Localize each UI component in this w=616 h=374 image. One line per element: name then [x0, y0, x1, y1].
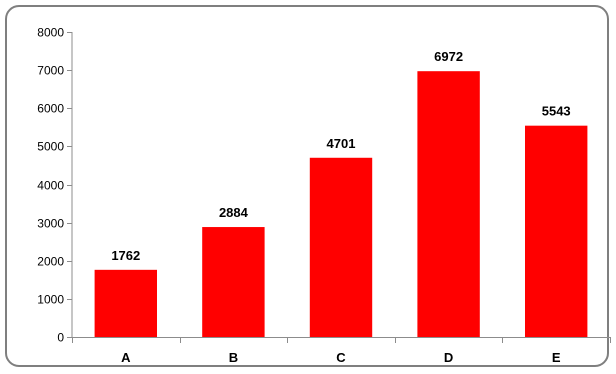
bar-a [94, 269, 158, 337]
data-label-b: 2884 [219, 205, 249, 220]
y-tick-label: 5000 [37, 140, 64, 154]
y-tick-label: 0 [57, 331, 64, 345]
y-tick-label: 4000 [37, 179, 64, 193]
y-axis: 0 1000 2000 3000 4000 5000 6000 7000 8000 [37, 26, 73, 345]
bar-c [309, 157, 373, 337]
x-tick-label: D [444, 350, 453, 365]
data-labels: 1762 2884 4701 6972 5543 [111, 49, 570, 263]
data-label-d: 6972 [434, 49, 463, 64]
bar-d [417, 71, 480, 337]
x-axis: A B C D E [72, 337, 611, 365]
bars [94, 71, 588, 337]
y-tick-label: 3000 [37, 217, 64, 231]
bar-b [202, 227, 265, 337]
y-tick-label: 7000 [37, 64, 64, 78]
y-tick-label: 6000 [37, 102, 64, 116]
data-label-a: 1762 [111, 248, 140, 263]
y-tick-label: 1000 [37, 293, 64, 307]
bar-e [524, 125, 588, 337]
x-tick-label: B [229, 350, 238, 365]
data-label-c: 4701 [327, 136, 356, 151]
x-tick-label: E [552, 350, 561, 365]
x-tick-label: A [121, 350, 131, 365]
x-tick-label: C [336, 350, 346, 365]
y-tick-label: 8000 [37, 26, 64, 40]
y-tick-label: 2000 [37, 255, 64, 269]
data-label-e: 5543 [542, 104, 571, 119]
